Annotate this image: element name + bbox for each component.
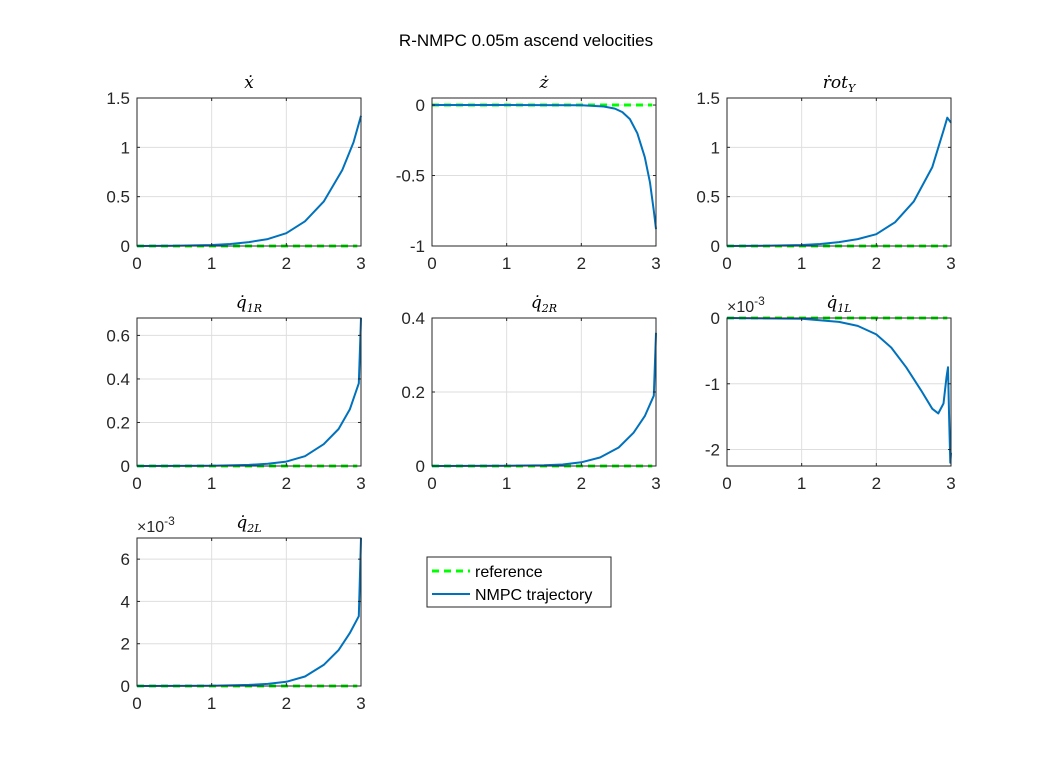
subplot-q2r-dot: 0 1 2 3 0 0.2 0.4 q̇2R	[401, 293, 660, 493]
axis-exponent: ×10-3	[137, 514, 175, 536]
legend-reference-label: reference	[475, 564, 543, 581]
x-tick-label: 2	[282, 694, 291, 713]
axis-exponent: ×10-3	[727, 294, 765, 316]
trajectory-line	[431, 332, 657, 467]
x-tick-label: 1	[502, 254, 511, 273]
y-tick-label: -1	[705, 375, 720, 394]
x-tick-label: 0	[132, 254, 141, 273]
x-tick-label: 2	[282, 254, 291, 273]
subplot-z-dot: 0 1 2 3 0 -0.5 -1 ż	[396, 73, 661, 273]
x-tick-label: 1	[207, 254, 216, 273]
y-tick-label: 0.5	[696, 188, 720, 207]
y-tick-label: -2	[705, 441, 720, 460]
x-tick-label: 0	[132, 694, 141, 713]
y-tick-label: 0	[711, 237, 720, 256]
x-tick-label: 0	[132, 474, 141, 493]
y-tick-label: 0	[121, 237, 130, 256]
y-tick-label: -1	[410, 237, 425, 256]
y-tick-label: 0.6	[106, 326, 130, 345]
trajectory-line	[726, 317, 952, 464]
x-tick-label: 3	[946, 474, 955, 493]
x-tick-label: 2	[577, 474, 586, 493]
x-tick-label: 3	[651, 474, 660, 493]
axes-border	[136, 97, 362, 247]
trajectory-line	[136, 317, 362, 467]
x-tick-label: 2	[577, 254, 586, 273]
y-tick-label: 0	[121, 457, 130, 476]
subplot-title: q̇2R	[531, 293, 557, 315]
legend-box	[426, 556, 612, 608]
y-tick-label: 0.4	[401, 309, 425, 328]
y-tick-label: 0.2	[106, 413, 130, 432]
trajectory-line	[136, 115, 362, 247]
axes-background	[137, 98, 361, 246]
trajectory-line	[136, 537, 362, 687]
axes-background	[137, 318, 361, 466]
legend-trajectory-label: NMPC trajectory	[475, 587, 592, 604]
x-tick-label: 0	[427, 474, 436, 493]
y-tick-label: 1.5	[106, 89, 130, 108]
x-tick-label: 1	[797, 254, 806, 273]
axes-background	[432, 98, 656, 246]
axes-border	[136, 317, 362, 467]
y-tick-label: 0	[416, 457, 425, 476]
subplot-title: ż	[539, 73, 550, 93]
figure-title: R-NMPC 0.05m ascend velocities	[399, 31, 653, 50]
x-tick-label: 0	[722, 474, 731, 493]
x-tick-label: 1	[502, 474, 511, 493]
subplot-title: q̇2L	[236, 513, 261, 535]
subplot-title: q̇1R	[236, 293, 262, 315]
y-tick-label: 1.5	[696, 89, 720, 108]
subplot-title: ṙotY	[823, 73, 857, 95]
subplot-q1l-dot: 0 1 2 3 0 -1 -2 ×10-3 q̇1L	[705, 293, 956, 493]
x-tick-label: 0	[722, 254, 731, 273]
axes-background	[727, 98, 951, 246]
x-tick-label: 3	[651, 254, 660, 273]
x-tick-label: 1	[797, 474, 806, 493]
x-tick-label: 3	[356, 474, 365, 493]
y-tick-label: -0.5	[396, 167, 425, 186]
x-tick-label: 2	[872, 254, 881, 273]
y-tick-label: 4	[121, 592, 130, 611]
axes-border	[726, 317, 952, 467]
axes-border	[136, 537, 362, 687]
subplot-x-dot: 0 1 2 3 0 0.5 1 1.5 ẋ	[106, 73, 365, 273]
legend: reference NMPC trajectory	[426, 556, 612, 608]
x-tick-label: 1	[207, 694, 216, 713]
x-tick-label: 2	[872, 474, 881, 493]
axes-background	[727, 318, 951, 466]
x-tick-label: 3	[356, 694, 365, 713]
trajectory-line	[432, 104, 657, 230]
y-tick-label: 1	[121, 138, 130, 157]
x-tick-label: 1	[207, 474, 216, 493]
subplot-q1r-dot: 0 1 2 3 0 0.2 0.4 0.6 q̇1R	[106, 293, 365, 493]
axes-border	[431, 97, 657, 247]
y-tick-label: 0	[121, 677, 130, 696]
y-tick-label: 0	[416, 96, 425, 115]
x-tick-label: 3	[946, 254, 955, 273]
y-tick-label: 2	[121, 635, 130, 654]
subplot-title: q̇1L	[826, 293, 851, 315]
axes-background	[137, 538, 361, 686]
y-tick-label: 6	[121, 550, 130, 569]
y-tick-label: 1	[711, 138, 720, 157]
y-tick-label: 0.4	[106, 370, 130, 389]
x-tick-label: 3	[356, 254, 365, 273]
axes-border	[726, 97, 952, 247]
y-tick-label: 0.2	[401, 383, 425, 402]
subplot-q2l-dot: 0 1 2 3 0 2 4 6 ×10-3 q̇2L	[121, 513, 366, 713]
x-tick-label: 2	[282, 474, 291, 493]
x-tick-label: 0	[427, 254, 436, 273]
subplot-rot-y-dot: 0 1 2 3 0 0.5 1 1.5 ṙotY	[696, 73, 955, 273]
y-tick-label: 0	[711, 309, 720, 328]
subplots: 0 1 2 3 0 0.5 1 1.5 ẋ 0 1 2 3 0 -0.5 -1 ż 0 1 2 3 0 0.5 1 1.5 ṙot…	[106, 73, 955, 713]
y-tick-label: 0.5	[106, 188, 130, 207]
subplot-title: ẋ	[244, 73, 254, 93]
